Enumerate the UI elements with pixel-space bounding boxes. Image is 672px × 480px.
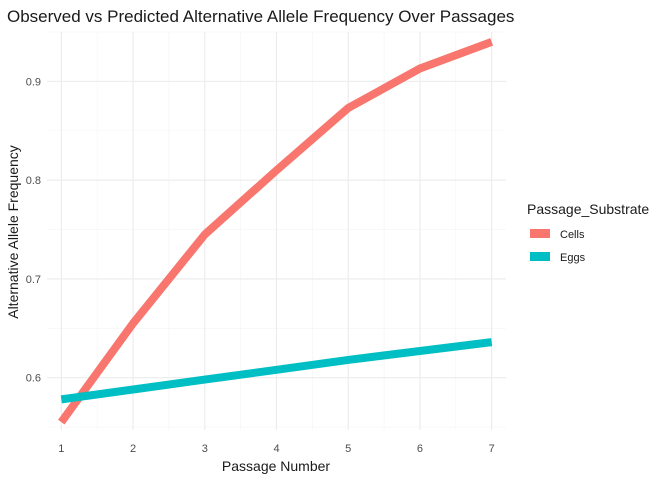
series-line-cells [58,38,494,425]
x-tick-label: 5 [345,443,351,455]
chart-title: Observed vs Predicted Alternative Allele… [7,7,514,26]
x-tick-label: 4 [273,443,279,455]
x-tick-label: 7 [489,443,495,455]
series-line-eggs [60,338,493,404]
legend: Passage_Substrate Cells Eggs [527,201,649,264]
x-tick-label: 1 [58,443,64,455]
legend-swatch-cells [530,229,550,238]
x-tick-label: 3 [202,443,208,455]
x-axis-title: Passage Number [222,458,331,474]
y-tick-labels: 0.6 0.7 0.8 0.9 [26,76,41,384]
legend-items: Cells Eggs [530,229,586,264]
legend-swatch-eggs [530,252,550,261]
legend-label-cells: Cells [560,229,585,241]
series-lines [58,38,494,425]
y-tick-label: 0.7 [26,274,41,286]
y-axis-title: Alternative Allele Frequency [5,145,21,319]
x-tick-label: 2 [130,443,136,455]
y-tick-label: 0.6 [26,373,41,385]
legend-label-eggs: Eggs [560,252,586,264]
y-tick-label: 0.9 [26,76,41,88]
x-tick-labels: 1 2 3 4 5 6 7 [58,443,494,455]
x-tick-label: 6 [417,443,423,455]
legend-title: Passage_Substrate [527,201,649,217]
y-tick-label: 0.8 [26,175,41,187]
